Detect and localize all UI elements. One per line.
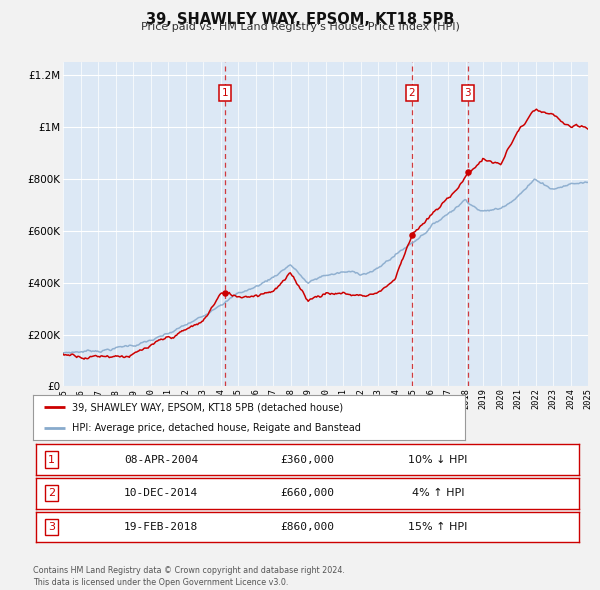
Text: 2: 2 (409, 88, 415, 98)
Text: 39, SHAWLEY WAY, EPSOM, KT18 5PB (detached house): 39, SHAWLEY WAY, EPSOM, KT18 5PB (detach… (72, 402, 343, 412)
Text: HPI: Average price, detached house, Reigate and Banstead: HPI: Average price, detached house, Reig… (72, 422, 361, 432)
Point (463, 168, 473, 177)
Text: £860,000: £860,000 (281, 522, 335, 532)
Point (220, 288, 230, 297)
Text: 15% ↑ HPI: 15% ↑ HPI (408, 522, 467, 532)
Text: 2: 2 (47, 489, 55, 498)
Text: £360,000: £360,000 (281, 455, 335, 464)
Text: 3: 3 (48, 522, 55, 532)
Text: Price paid vs. HM Land Registry's House Price Index (HPI): Price paid vs. HM Land Registry's House … (140, 22, 460, 32)
Text: 3: 3 (464, 88, 471, 98)
Point (407, 230, 417, 240)
Text: 1: 1 (222, 88, 229, 98)
Text: 10-DEC-2014: 10-DEC-2014 (124, 489, 198, 498)
Text: 39, SHAWLEY WAY, EPSOM, KT18 5PB: 39, SHAWLEY WAY, EPSOM, KT18 5PB (146, 12, 454, 27)
Text: £660,000: £660,000 (281, 489, 335, 498)
Text: Contains HM Land Registry data © Crown copyright and database right 2024.
This d: Contains HM Land Registry data © Crown c… (33, 566, 345, 587)
Text: 19-FEB-2018: 19-FEB-2018 (124, 522, 198, 532)
Text: 4% ↑ HPI: 4% ↑ HPI (412, 489, 464, 498)
Text: 10% ↓ HPI: 10% ↓ HPI (408, 455, 467, 464)
Text: 08-APR-2004: 08-APR-2004 (124, 455, 198, 464)
Text: 1: 1 (48, 455, 55, 464)
